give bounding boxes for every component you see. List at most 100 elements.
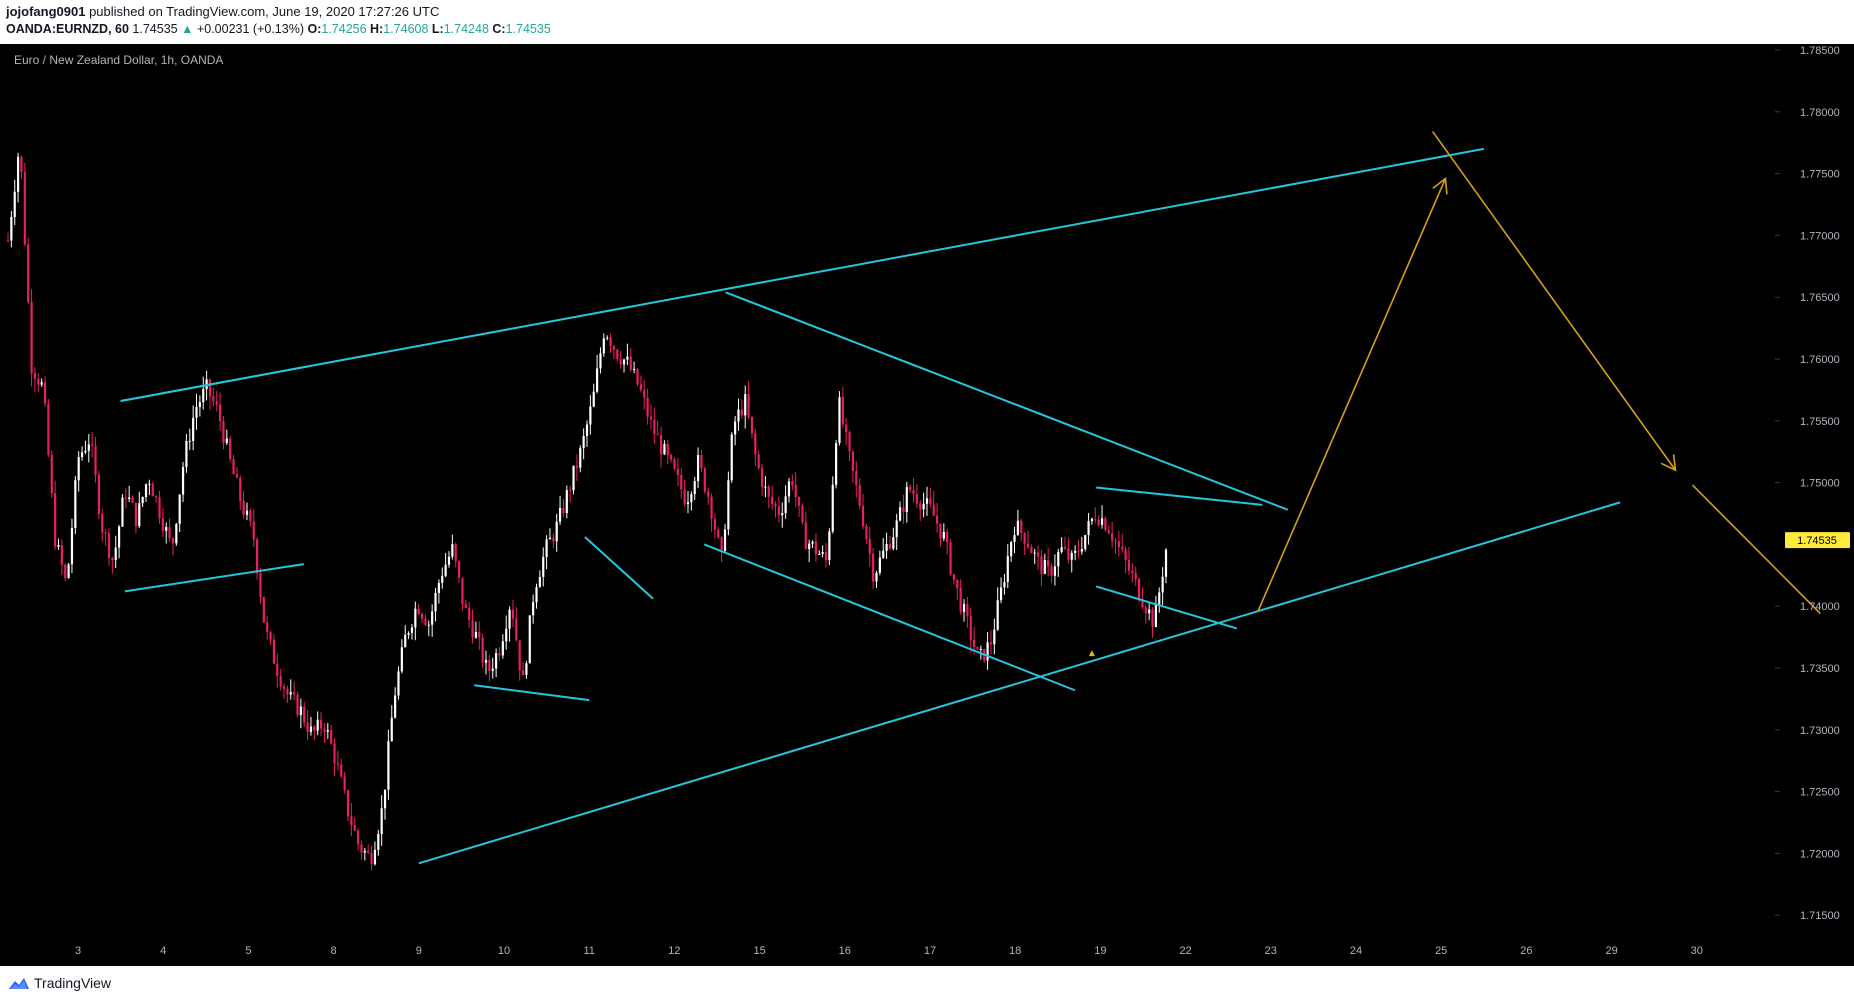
time-axis[interactable]: 3 4 5 8 9 10 11 12 15 16 17 18 19 22 23 24 25 26 29 30 — [75, 945, 1703, 957]
candle — [350, 803, 353, 837]
candle — [905, 481, 908, 523]
x-tick-label: 3 — [75, 945, 81, 957]
candle — [474, 621, 478, 639]
candle — [841, 387, 844, 429]
candle — [326, 723, 329, 739]
candle — [575, 454, 579, 481]
y-tick-label: 1.72000 — [1800, 848, 1840, 860]
candle — [404, 625, 407, 648]
candle — [515, 607, 518, 642]
candle — [727, 471, 730, 536]
candle — [91, 431, 94, 458]
candle — [885, 532, 888, 559]
candle — [838, 391, 841, 446]
candle — [508, 606, 511, 642]
x-tick-label: 18 — [1009, 945, 1021, 957]
candle — [946, 528, 949, 555]
candle — [935, 502, 939, 533]
candle — [306, 709, 309, 741]
candle — [875, 570, 878, 588]
candle — [340, 758, 343, 778]
candle — [256, 537, 259, 580]
candle — [138, 491, 141, 529]
candle — [94, 436, 97, 483]
candle — [548, 528, 552, 540]
candle — [710, 493, 713, 532]
candle — [144, 483, 148, 502]
candle — [774, 501, 777, 518]
candle — [313, 724, 316, 741]
candle — [723, 523, 727, 553]
candle — [1060, 537, 1063, 554]
candle — [158, 490, 161, 524]
candle — [1090, 517, 1094, 525]
candle — [993, 618, 996, 655]
projection-layer[interactable] — [1257, 131, 1821, 615]
candle — [898, 501, 902, 522]
candle — [77, 451, 80, 492]
candle — [1006, 544, 1009, 589]
x-tick-label: 25 — [1435, 945, 1447, 957]
x-tick-label: 4 — [160, 945, 166, 957]
candle — [431, 604, 434, 637]
low-label: L: — [431, 22, 444, 36]
symbol-ohlc-line: OANDA:EURNZD, 60 1.74535 ▲ +0.00231 (+0.… — [6, 22, 551, 36]
candle — [700, 450, 703, 473]
candle — [787, 477, 791, 503]
candle — [1036, 545, 1040, 570]
close-value: 1.74535 — [505, 22, 551, 36]
trendlines-layer[interactable] — [120, 147, 1621, 865]
y-tick-label: 1.76500 — [1800, 292, 1840, 304]
candle — [232, 454, 235, 475]
candle — [346, 789, 350, 822]
candle — [804, 511, 807, 550]
candle — [1033, 548, 1036, 565]
candle — [491, 657, 494, 679]
candle — [1137, 577, 1141, 603]
author-name[interactable]: jojofang0901 — [6, 4, 86, 19]
candle — [296, 691, 299, 717]
candle — [818, 550, 821, 556]
candle — [616, 348, 619, 362]
candle — [23, 162, 26, 247]
candle — [922, 492, 925, 518]
candle — [757, 450, 760, 471]
candle — [1050, 562, 1053, 583]
candle — [70, 518, 74, 574]
candle — [1020, 518, 1023, 542]
candle — [161, 507, 164, 537]
candle — [925, 486, 929, 516]
candle — [643, 380, 646, 410]
price-chart[interactable]: Euro / New Zealand Dollar, 1h, OANDA 1.7… — [0, 44, 1854, 966]
candle — [117, 524, 121, 559]
candle — [181, 461, 185, 502]
tradingview-logo-icon — [9, 978, 29, 989]
candle — [309, 716, 313, 736]
price-axis[interactable]: 1.78500 1.78000 1.77500 1.77000 1.76500 1.760… — [1775, 45, 1840, 922]
candle — [619, 351, 622, 369]
y-tick-label: 1.76000 — [1800, 354, 1840, 366]
candle — [535, 583, 538, 609]
candle — [390, 705, 393, 742]
candle — [1003, 574, 1006, 595]
candle — [239, 475, 242, 510]
candle — [848, 430, 851, 462]
low-value: 1.74248 — [443, 22, 489, 36]
candle — [949, 539, 952, 577]
tradingview-brand[interactable]: TradingView — [8, 975, 111, 991]
candle — [74, 475, 77, 534]
candle — [888, 535, 892, 551]
high-value: 1.74608 — [383, 22, 429, 36]
candle — [952, 574, 956, 585]
candle — [444, 552, 447, 578]
y-tick-label: 1.77500 — [1800, 169, 1840, 181]
candle — [185, 433, 188, 473]
candle — [744, 385, 747, 429]
chart-area[interactable]: Euro / New Zealand Dollar, 1h, OANDA 1.7… — [0, 44, 1854, 966]
candle — [696, 447, 700, 489]
candle — [828, 528, 831, 566]
candle — [336, 750, 339, 771]
price-change: +0.00231 (+0.13%) — [196, 22, 304, 36]
trendline — [418, 501, 1621, 865]
candle — [276, 653, 279, 688]
